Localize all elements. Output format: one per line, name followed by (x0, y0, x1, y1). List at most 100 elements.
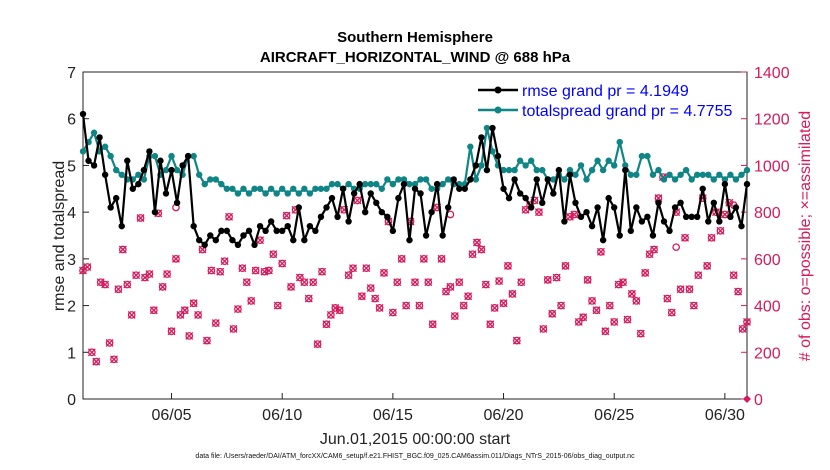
totalspread-point (500, 166, 507, 174)
obs-assimilated-marker (357, 292, 366, 301)
totalspread-point (173, 166, 181, 174)
obs-possible-marker (650, 245, 658, 254)
obs-assimilated-marker (534, 208, 543, 217)
totalspread-point (467, 143, 474, 150)
rmse-point (389, 227, 397, 235)
obs-assimilated-marker (362, 264, 371, 273)
totalspread-series (79, 124, 751, 197)
rmse-point (129, 185, 136, 192)
obs-point (167, 327, 176, 336)
obs-point (264, 266, 273, 275)
obs-possible-marker (83, 263, 92, 271)
x-tick-label: 06/20 (484, 407, 524, 424)
obs-possible-marker (375, 304, 384, 312)
rmse-point (638, 218, 646, 225)
rmse-point (190, 222, 197, 230)
obs-possible-marker (694, 271, 703, 280)
legend: rmse grand pr = 4.1949 totalspread grand… (470, 78, 742, 120)
obs-possible-marker (185, 332, 194, 340)
rmse-point (694, 213, 701, 221)
obs-possible-marker (238, 264, 247, 273)
totalspread-point (566, 166, 574, 174)
obs-assimilated-marker (667, 308, 676, 317)
rmse-point (566, 171, 574, 178)
rmse-point (478, 134, 485, 141)
obs-assimilated-marker (570, 210, 579, 219)
rmse-point (79, 110, 87, 118)
obs-assimilated-marker (565, 212, 574, 221)
rmse-point (356, 180, 363, 188)
totalspread-point (79, 148, 87, 155)
obs-assimilated-marker (689, 301, 698, 310)
obs-assimilated-marker (703, 261, 712, 270)
rmse-point (522, 194, 529, 202)
obs-point (512, 336, 521, 345)
x-tick-label: 06/30 (705, 407, 745, 424)
obs-point (380, 268, 388, 277)
obs-count-series (79, 173, 751, 403)
rmse-point (262, 227, 269, 235)
obs-assimilated-marker (543, 275, 552, 284)
obs-possible-marker (504, 262, 512, 270)
obs-assimilated-marker (141, 273, 149, 282)
obs-assimilated-marker (694, 271, 703, 280)
obs-point (495, 277, 504, 286)
obs-assimilated-marker (247, 296, 256, 305)
totalspread-point (671, 176, 679, 183)
rmse-point (450, 176, 457, 183)
obs-assimilated-marker (450, 312, 459, 321)
totalspread-point (168, 152, 175, 160)
obs-assimilated-marker (273, 301, 282, 310)
obs-assimilated-marker (557, 301, 566, 310)
obs-possible-marker (189, 299, 198, 308)
rmse-point (422, 232, 430, 239)
obs-point (641, 268, 650, 277)
obs-point (114, 285, 123, 294)
obs-assimilated-marker (734, 287, 743, 296)
obs-possible-marker (729, 271, 738, 280)
obs-point (189, 299, 198, 308)
rmse-point (688, 213, 695, 221)
totalspread-point (201, 180, 208, 188)
obs-possible-marker (234, 305, 242, 313)
obs-point (446, 282, 455, 291)
obs-point (667, 308, 676, 317)
obs-possible-marker (176, 311, 185, 319)
obs-possible-marker (318, 267, 326, 276)
chart-marks (79, 71, 751, 403)
obs-point (273, 301, 282, 310)
obs-assimilated-marker (154, 209, 163, 218)
y-tick-label: 4 (67, 205, 76, 222)
obs-possible-marker (229, 325, 238, 333)
totalspread-point (611, 162, 618, 169)
obs-assimilated-marker (508, 289, 517, 298)
obs-point (247, 296, 256, 305)
obs-possible-marker (145, 270, 154, 278)
obs-point (636, 329, 645, 338)
rmse-point (90, 162, 98, 169)
obs-possible-marker (557, 301, 565, 310)
obs-assimilated-marker (632, 296, 641, 305)
obs-possible-marker (366, 284, 375, 292)
rmse-point (605, 194, 612, 202)
totalspread-point (478, 162, 485, 169)
obs-possible-marker (641, 269, 650, 277)
obs-possible-marker (486, 320, 495, 329)
obs-assimilated-marker (592, 306, 601, 315)
rmse-point (428, 208, 435, 216)
obs-point (490, 303, 499, 312)
rmse-point (157, 157, 164, 164)
obs-point (149, 306, 158, 315)
totalspread-point (140, 176, 148, 183)
rmse-point (245, 227, 253, 235)
obs-possible-marker (588, 297, 596, 305)
obs-possible-marker (322, 320, 331, 329)
obs-point (570, 210, 579, 219)
rmse-point (240, 232, 247, 239)
totalspread-point (655, 166, 662, 174)
obs-possible-marker (685, 285, 694, 294)
rmse-point (196, 236, 203, 244)
obs-point (313, 340, 322, 349)
totalspread-point (306, 190, 314, 197)
obs-assimilated-marker (681, 233, 689, 242)
